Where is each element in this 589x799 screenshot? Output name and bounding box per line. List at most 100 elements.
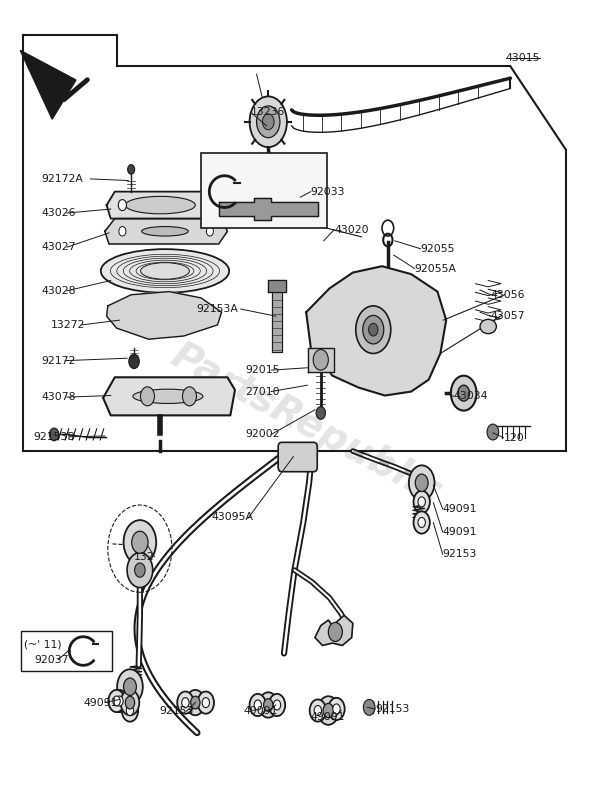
Circle shape bbox=[316, 407, 326, 419]
Polygon shape bbox=[219, 198, 318, 221]
Circle shape bbox=[310, 699, 326, 721]
Circle shape bbox=[111, 690, 128, 712]
Circle shape bbox=[451, 376, 477, 411]
Circle shape bbox=[314, 706, 322, 716]
Circle shape bbox=[250, 97, 287, 147]
Circle shape bbox=[458, 385, 469, 401]
Circle shape bbox=[182, 698, 189, 708]
FancyBboxPatch shape bbox=[201, 153, 326, 229]
Circle shape bbox=[415, 474, 428, 491]
Text: 43015: 43015 bbox=[506, 53, 540, 62]
Text: 92153B: 92153B bbox=[33, 431, 75, 442]
Circle shape bbox=[132, 531, 148, 554]
Text: 92153: 92153 bbox=[159, 706, 194, 717]
Circle shape bbox=[122, 699, 138, 721]
Circle shape bbox=[124, 520, 156, 565]
Circle shape bbox=[363, 316, 384, 344]
Circle shape bbox=[328, 698, 345, 720]
Circle shape bbox=[254, 700, 262, 710]
Circle shape bbox=[418, 497, 425, 507]
Text: 43026: 43026 bbox=[42, 208, 77, 218]
Circle shape bbox=[202, 698, 210, 708]
Circle shape bbox=[186, 690, 204, 715]
Text: 49091: 49091 bbox=[244, 706, 278, 717]
Text: 43056: 43056 bbox=[491, 290, 525, 300]
Circle shape bbox=[318, 696, 339, 725]
Text: 43028: 43028 bbox=[42, 286, 77, 296]
Circle shape bbox=[356, 306, 391, 353]
Text: 92002: 92002 bbox=[246, 429, 280, 439]
Polygon shape bbox=[272, 292, 282, 352]
Ellipse shape bbox=[133, 389, 203, 403]
Text: 43027: 43027 bbox=[42, 242, 77, 252]
Text: 49091: 49091 bbox=[311, 712, 345, 721]
Text: 43078: 43078 bbox=[42, 392, 77, 402]
Circle shape bbox=[140, 387, 154, 406]
Circle shape bbox=[413, 511, 430, 534]
Circle shape bbox=[409, 465, 435, 500]
Polygon shape bbox=[308, 348, 333, 372]
Text: 43057: 43057 bbox=[491, 311, 525, 321]
Circle shape bbox=[363, 699, 375, 715]
Text: 92153: 92153 bbox=[443, 549, 477, 559]
Polygon shape bbox=[103, 377, 235, 415]
Text: 43034: 43034 bbox=[454, 392, 488, 401]
Polygon shape bbox=[20, 50, 76, 119]
Ellipse shape bbox=[480, 320, 497, 334]
Text: 92055: 92055 bbox=[421, 244, 455, 254]
Circle shape bbox=[259, 692, 277, 718]
Circle shape bbox=[198, 691, 214, 714]
Text: (~' 11): (~' 11) bbox=[24, 640, 61, 650]
Text: 43020: 43020 bbox=[334, 225, 369, 235]
Circle shape bbox=[263, 114, 274, 129]
Circle shape bbox=[413, 491, 430, 513]
Circle shape bbox=[487, 424, 499, 440]
Ellipse shape bbox=[141, 263, 189, 280]
Text: 132: 132 bbox=[134, 551, 155, 562]
Text: 92033: 92033 bbox=[311, 187, 345, 197]
Polygon shape bbox=[107, 192, 224, 219]
Text: 27010: 27010 bbox=[246, 387, 280, 396]
Ellipse shape bbox=[141, 227, 188, 236]
Text: 92153: 92153 bbox=[375, 704, 409, 714]
Text: 49091: 49091 bbox=[83, 698, 118, 708]
Text: 92153A: 92153A bbox=[197, 304, 239, 314]
Circle shape bbox=[124, 678, 137, 695]
Circle shape bbox=[117, 670, 143, 704]
Text: 92172: 92172 bbox=[42, 356, 76, 366]
Circle shape bbox=[129, 354, 140, 368]
Circle shape bbox=[119, 227, 126, 236]
Circle shape bbox=[127, 553, 153, 587]
Circle shape bbox=[323, 703, 333, 718]
Circle shape bbox=[257, 106, 280, 137]
Text: 13236: 13236 bbox=[251, 107, 285, 117]
Circle shape bbox=[250, 694, 266, 716]
Circle shape bbox=[333, 704, 340, 714]
Circle shape bbox=[269, 694, 285, 716]
Circle shape bbox=[418, 518, 425, 527]
Polygon shape bbox=[267, 280, 286, 292]
Circle shape bbox=[121, 690, 140, 715]
Polygon shape bbox=[315, 615, 353, 646]
Text: 92055A: 92055A bbox=[415, 264, 456, 273]
Circle shape bbox=[183, 387, 197, 406]
Circle shape bbox=[135, 563, 145, 577]
Circle shape bbox=[328, 622, 342, 642]
Circle shape bbox=[128, 165, 135, 174]
Circle shape bbox=[118, 200, 127, 211]
FancyBboxPatch shape bbox=[278, 443, 317, 471]
Circle shape bbox=[313, 349, 328, 370]
Ellipse shape bbox=[101, 249, 229, 292]
Ellipse shape bbox=[125, 197, 196, 214]
Circle shape bbox=[273, 700, 281, 710]
Text: 43095A: 43095A bbox=[211, 512, 254, 522]
FancyBboxPatch shape bbox=[21, 631, 112, 671]
Circle shape bbox=[116, 696, 123, 706]
Polygon shape bbox=[306, 266, 446, 396]
Circle shape bbox=[125, 696, 135, 709]
Circle shape bbox=[49, 428, 59, 441]
Text: PartsRepublic: PartsRepublic bbox=[164, 336, 448, 511]
Circle shape bbox=[206, 200, 214, 211]
Circle shape bbox=[108, 690, 125, 712]
Text: 120: 120 bbox=[504, 432, 524, 443]
